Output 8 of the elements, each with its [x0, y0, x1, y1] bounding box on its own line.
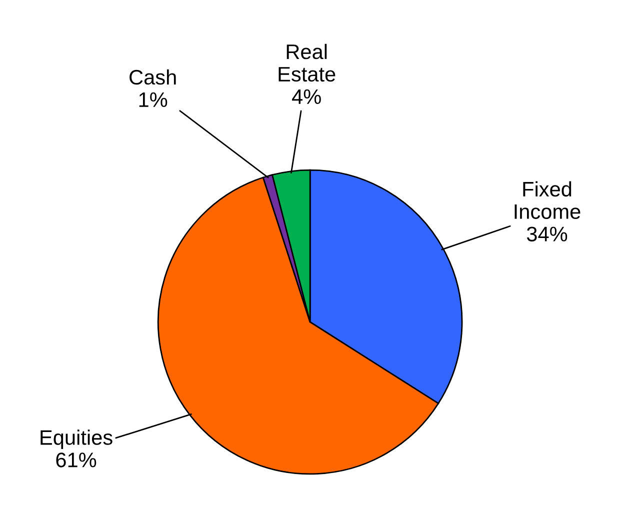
data-label: 1% [139, 92, 168, 108]
data-label: 4% [292, 89, 321, 104]
data-label: 61% [56, 452, 96, 468]
slice-label: Cash [130, 69, 176, 85]
slice-label: Real Estate [278, 44, 336, 82]
slice-label: Equities [40, 430, 112, 450]
slice-label: Fixed Income [514, 181, 580, 220]
data-label: 34% [526, 226, 568, 242]
